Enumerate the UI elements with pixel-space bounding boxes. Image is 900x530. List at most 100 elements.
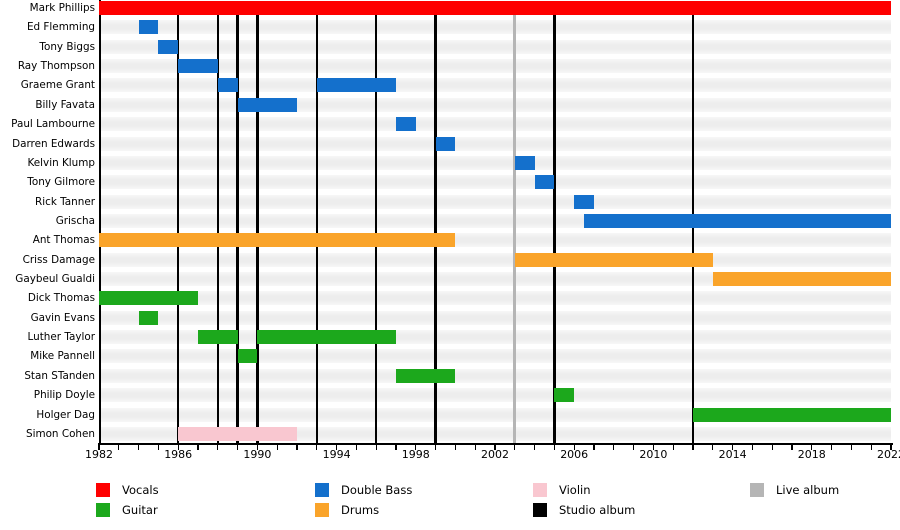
tenure-bar-double_bass [138,20,159,35]
studio-album-line [236,1,239,443]
row-stripe [100,175,891,190]
tenure-bar-double_bass [316,78,396,93]
member-label: Luther Taylor [27,331,95,344]
axis-tick [197,444,199,450]
row-stripe [100,310,891,325]
axis-tick [138,444,140,450]
member-label: Dick Thomas [27,292,95,305]
axis-tick [276,444,278,450]
member-label: Paul Lambourne [11,118,95,131]
axis-tick [316,444,318,450]
studio-album-line [553,1,556,443]
studio-album-line [216,1,220,443]
axis-year-label: 1982 [85,448,113,461]
axis-tick [573,444,575,450]
row-stripe [100,136,891,151]
member-label: Gaybeul Gualdi [15,273,95,286]
axis-tick [831,444,833,450]
member-label: Grischa [55,214,95,227]
row-stripe [100,291,891,306]
member-label: Tony Biggs [39,40,95,53]
member-label: Stan STanden [24,369,95,382]
row-stripe [100,388,891,403]
row-stripe [100,117,891,132]
member-label: Rick Tanner [35,195,95,208]
axis-year-label: 2022 [877,448,900,461]
tenure-bar-double_bass [237,97,297,112]
legend-label: Violin [559,483,591,497]
legend-label: Guitar [122,503,158,517]
row-stripe [100,194,891,209]
axis-tick [415,444,417,450]
axis-tick [375,444,377,450]
row-stripe [100,20,891,35]
member-label: Simon Cohen [25,427,95,440]
member-label: Graeme Grant [20,79,95,92]
tenure-bar-double_bass [396,117,416,132]
x-axis-line [98,443,893,445]
member-label: Billy Favata [35,98,95,111]
tenure-bar-double_bass [435,136,456,151]
axis-year-label: 1998 [401,448,430,461]
axis-tick [553,444,556,450]
tenure-bar-guitar [693,407,891,422]
tenure-bar-double_bass [514,155,535,170]
legend-swatch-double_bass [315,483,329,497]
tenure-bar-drums [712,272,891,287]
tenure-bar-guitar [396,368,456,383]
member-label: Gavin Evans [30,311,95,324]
member-label: Holger Dag [36,408,95,421]
axis-tick [850,444,853,450]
legend-label: Double Bass [341,483,413,497]
studio-album-line [256,1,259,443]
axis-tick [256,444,259,450]
axis-year-label: 2010 [639,448,668,461]
axis-tick [811,444,813,450]
axis-tick [652,444,655,450]
axis-tick [454,444,457,450]
tenure-bar-double_bass [584,213,891,228]
legend-swatch-live_album [750,483,764,497]
tenure-bar-guitar [554,388,575,403]
member-label: Kelvin Klump [27,156,95,169]
axis-year-label: 1986 [164,448,193,461]
axis-tick [870,444,872,450]
axis-tick [217,444,219,450]
axis-tick [751,444,754,450]
axis-tick [712,444,714,450]
row-stripe [100,59,891,74]
tenure-bar-drums [514,252,713,267]
axis-tick [692,444,694,450]
tenure-bar-guitar [257,330,396,345]
axis-tick [474,444,476,450]
axis-tick [118,444,120,450]
tenure-bar-double_bass [158,39,179,54]
axis-tick [355,444,358,450]
row-stripe [100,155,891,170]
legend-label: Vocals [122,483,159,497]
tenure-bar-guitar [138,310,159,325]
live-album-line [513,1,517,443]
axis-year-label: 2006 [560,448,589,461]
legend-swatch-violin [533,483,547,497]
axis-year-label: 2018 [797,448,826,461]
axis-tick [593,444,595,450]
axis-tick [177,444,179,450]
legend-swatch-guitar [96,503,110,517]
member-label: Ed Flemming [26,21,95,34]
axis-tick [296,444,298,450]
axis-tick [514,444,516,450]
member-label: Tony Gilmore [27,176,95,189]
member-label: Ant Thomas [32,234,95,247]
axis-tick [157,444,160,450]
member-label: Mark Phillips [29,2,95,14]
axis-tick [732,444,734,450]
tenure-bar-double_bass [178,59,218,74]
row-stripe [100,349,891,364]
axis-tick [890,444,892,450]
legend-swatch-vocals [96,483,110,497]
axis-tick [534,444,536,450]
axis-tick [494,444,496,450]
axis-year-label: 1994 [322,448,351,461]
axis-tick [98,444,100,450]
